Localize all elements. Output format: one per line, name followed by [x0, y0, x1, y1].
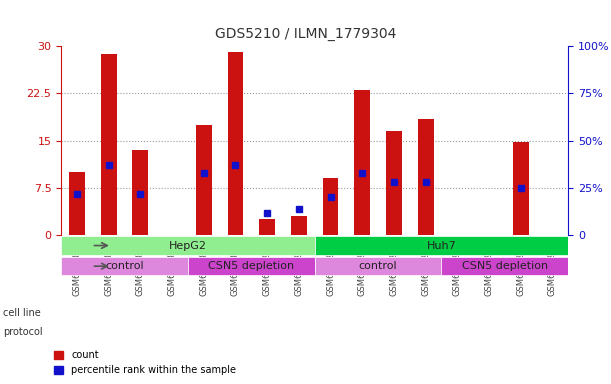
- Bar: [354, 90, 370, 235]
- Bar: [259, 219, 275, 235]
- Bar: [386, 131, 402, 235]
- FancyBboxPatch shape: [441, 257, 568, 275]
- Legend: count, percentile rank within the sample: count, percentile rank within the sample: [54, 351, 236, 375]
- Text: control: control: [359, 261, 397, 271]
- FancyBboxPatch shape: [315, 236, 568, 255]
- Text: Huh7: Huh7: [426, 240, 456, 250]
- FancyBboxPatch shape: [315, 257, 441, 275]
- Bar: [196, 125, 211, 235]
- Text: cell line: cell line: [3, 308, 41, 318]
- Bar: [291, 216, 307, 235]
- FancyBboxPatch shape: [61, 257, 188, 275]
- Bar: [69, 172, 85, 235]
- FancyBboxPatch shape: [188, 257, 315, 275]
- Bar: [513, 142, 529, 235]
- Bar: [323, 179, 338, 235]
- Text: CSN5 depletion: CSN5 depletion: [462, 261, 548, 271]
- Text: control: control: [105, 261, 144, 271]
- Text: HepG2: HepG2: [169, 240, 207, 250]
- FancyBboxPatch shape: [61, 236, 315, 255]
- Bar: [101, 54, 117, 235]
- Text: CSN5 depletion: CSN5 depletion: [208, 261, 295, 271]
- Bar: [227, 52, 243, 235]
- Bar: [418, 119, 434, 235]
- Text: GDS5210 / ILMN_1779304: GDS5210 / ILMN_1779304: [215, 27, 396, 41]
- Text: protocol: protocol: [3, 327, 43, 337]
- Bar: [133, 150, 148, 235]
